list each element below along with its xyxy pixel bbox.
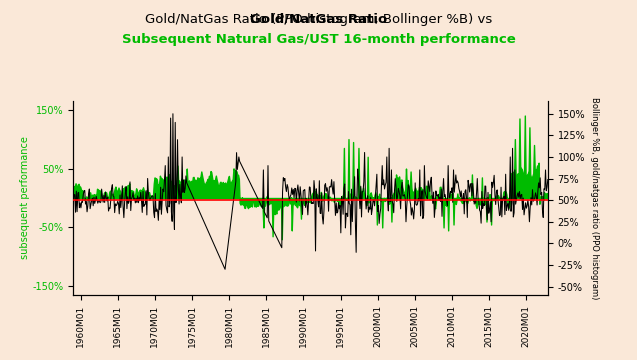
Text: Gold/NatGas Ratio (PPO histogram, Bollinger %B) vs: Gold/NatGas Ratio (PPO histogram, Bollin… <box>145 13 492 26</box>
Text: Gold/NatGas Ratio: Gold/NatGas Ratio <box>250 13 387 26</box>
Text: Gold/NatGas Ratio (PPO histogram, Bollinger %B) vs: Gold/NatGas Ratio (PPO histogram, Bollin… <box>0 359 1 360</box>
Text: Gold/NatGas Ratio: Gold/NatGas Ratio <box>0 359 1 360</box>
Y-axis label: Bollinger %B, gold/natgas ratio (PPO histogram): Bollinger %B, gold/natgas ratio (PPO his… <box>590 97 599 299</box>
Text: Gold/NatGas Ratio: Gold/NatGas Ratio <box>0 359 1 360</box>
Y-axis label: subsequent performance: subsequent performance <box>20 136 30 260</box>
Text: Subsequent Natural Gas/UST 16-month performance: Subsequent Natural Gas/UST 16-month perf… <box>122 33 515 46</box>
